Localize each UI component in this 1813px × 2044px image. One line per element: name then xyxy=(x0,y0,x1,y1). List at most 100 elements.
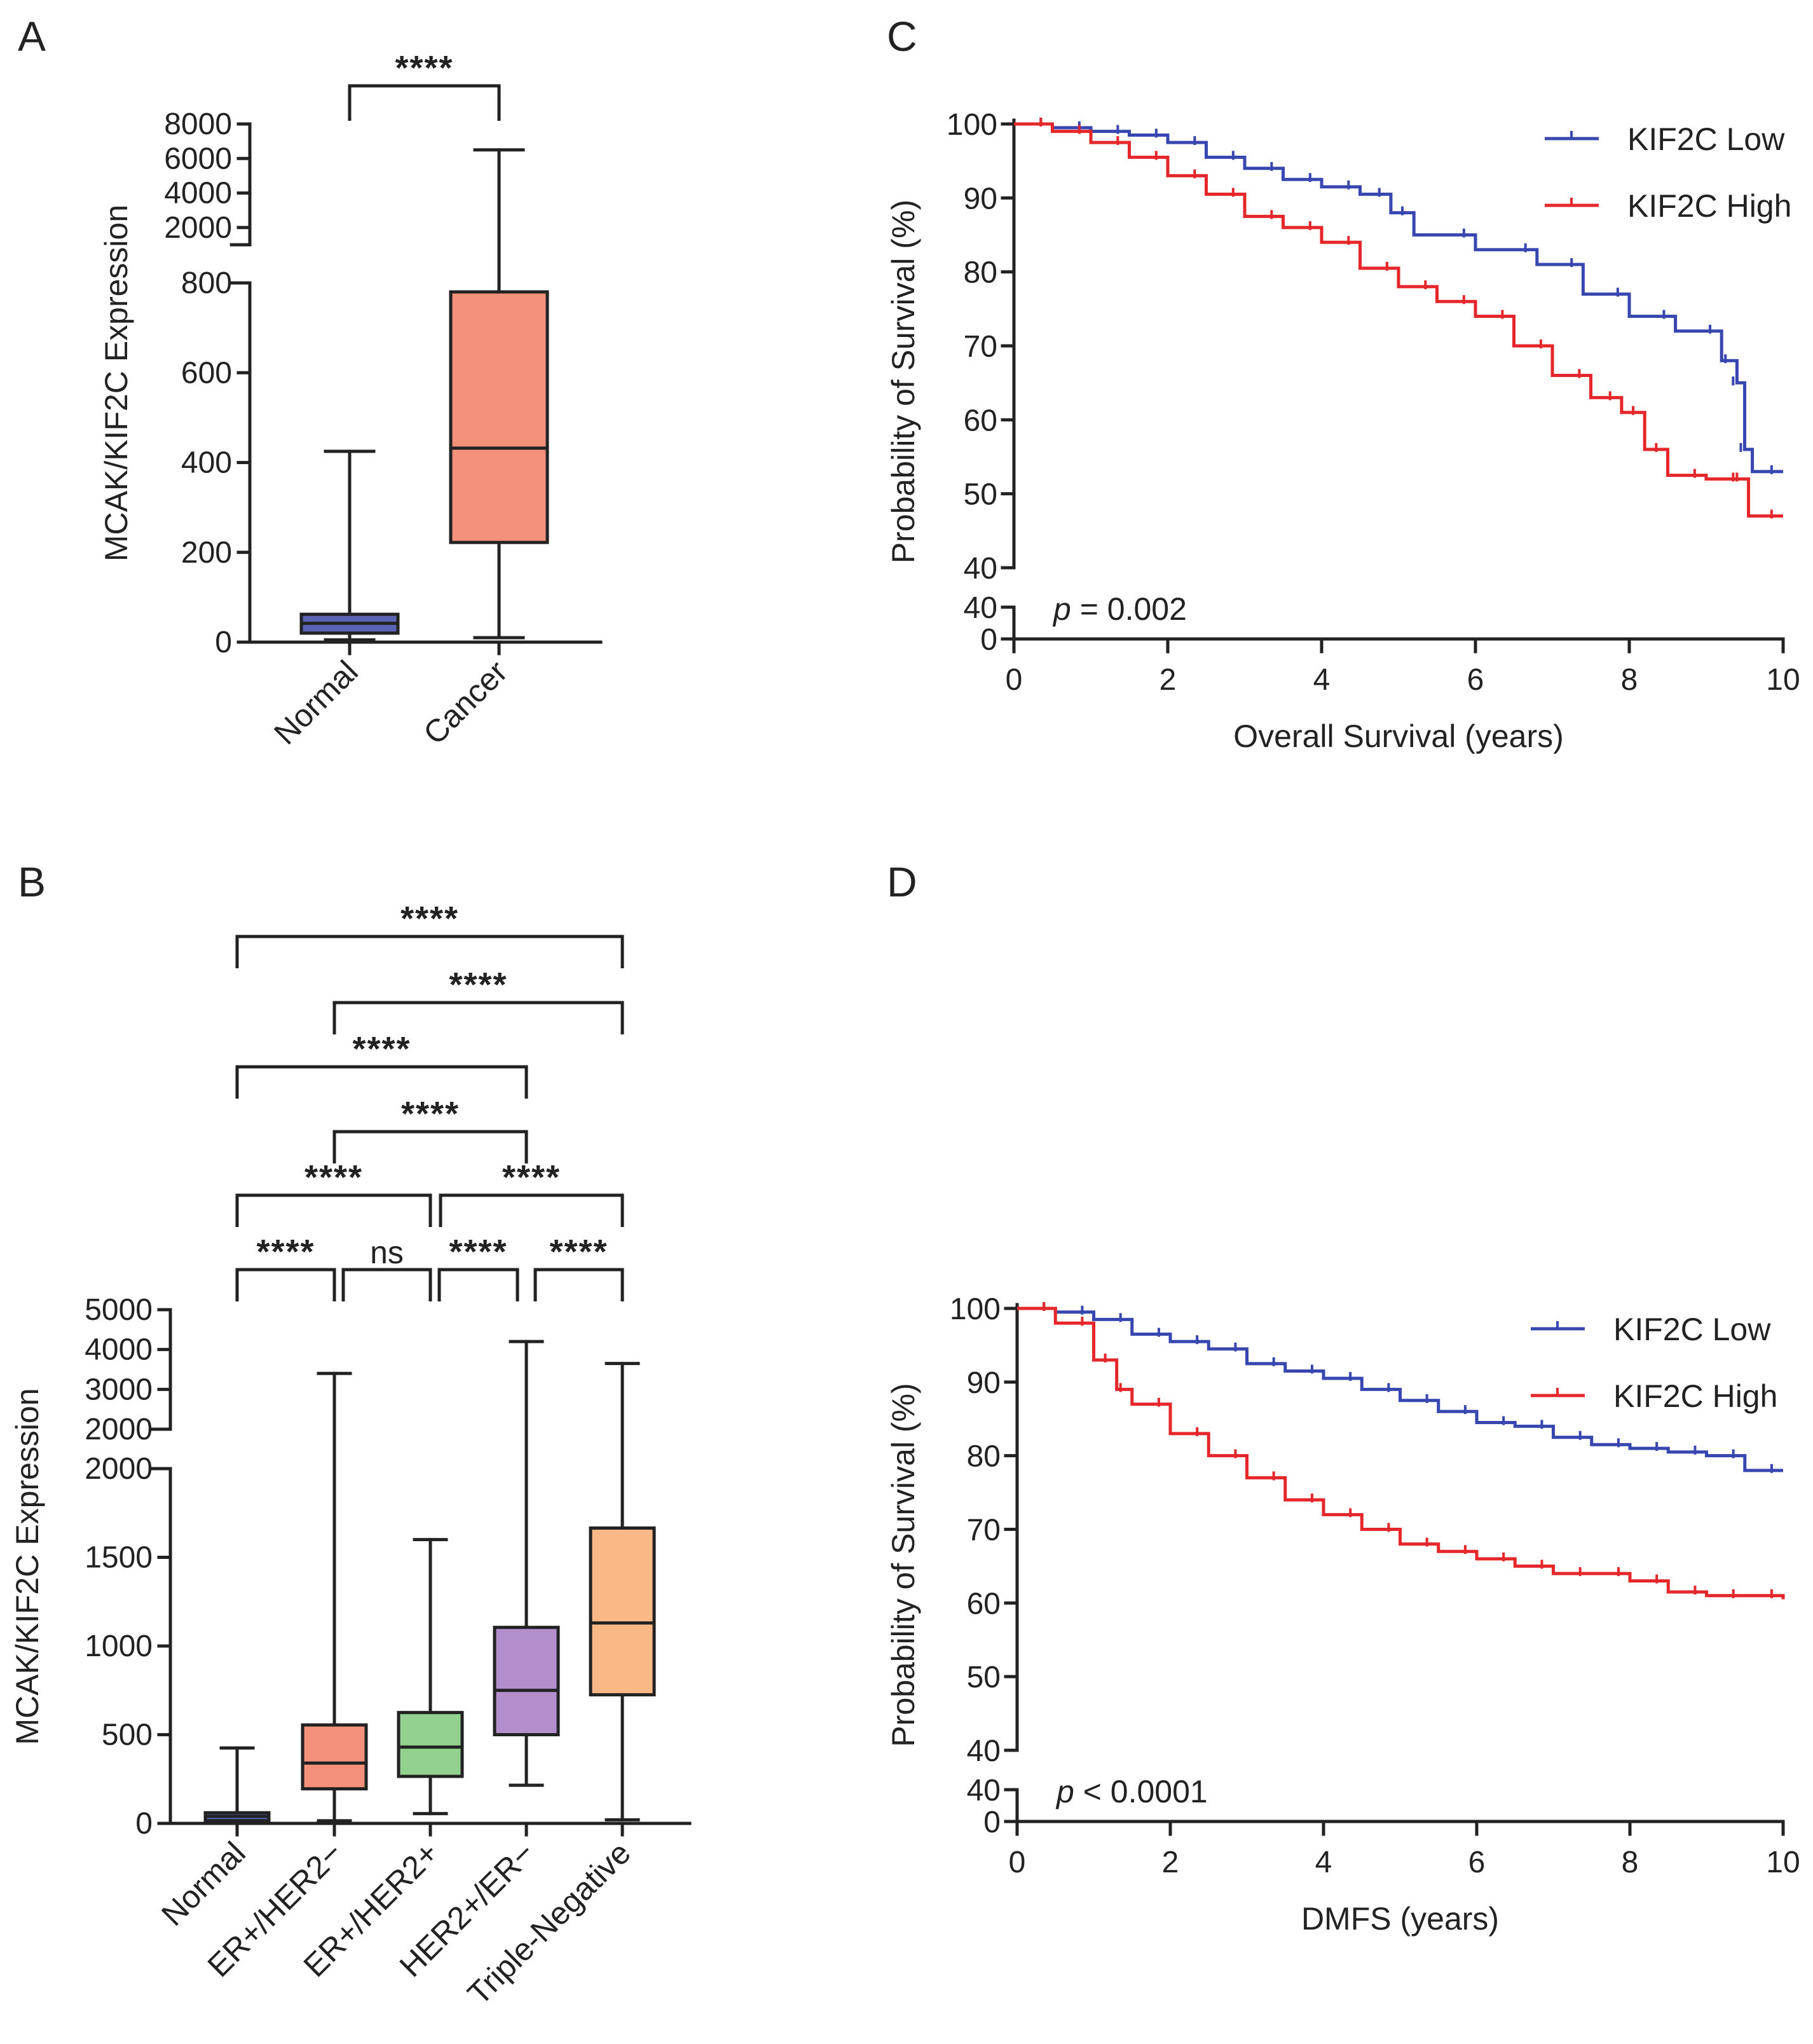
x-tick-label: Normal xyxy=(267,654,365,751)
significance-bracket xyxy=(341,1268,432,1301)
significance-label: **** xyxy=(502,1158,561,1197)
significance-label: **** xyxy=(401,1095,460,1133)
y-tick-label: 40 xyxy=(964,591,997,625)
y-tick-label: 0 xyxy=(983,1806,1001,1839)
significance-bracket xyxy=(332,1130,528,1163)
y-tick-label: 100 xyxy=(950,1293,1001,1326)
y-tick-label: 800 xyxy=(181,266,232,300)
x-tick-label: 4 xyxy=(1315,1846,1332,1879)
panel-label-a: A xyxy=(18,13,46,60)
x-tick-label: 2 xyxy=(1160,663,1177,697)
box-iqr xyxy=(397,1711,464,1778)
y-tick-label: 90 xyxy=(967,1366,1001,1400)
legend-label: KIF2C Low xyxy=(1613,1312,1771,1347)
legend-label: KIF2C High xyxy=(1627,188,1791,224)
p-value-text: = 0.002 xyxy=(1080,591,1187,627)
p-value: p < 0.0001 xyxy=(1055,1774,1208,1809)
significance-label: **** xyxy=(304,1158,363,1197)
y-tick-label: 0 xyxy=(980,623,997,657)
y-tick-label: 90 xyxy=(964,182,997,216)
legend-label: KIF2C Low xyxy=(1627,121,1785,157)
significance-bracket xyxy=(348,84,501,121)
panel-label-c: C xyxy=(887,13,917,60)
y-tick-label: 60 xyxy=(967,1587,1001,1621)
x-tick-label: 4 xyxy=(1313,663,1331,697)
significance-label: **** xyxy=(449,1233,507,1271)
y-tick-label: 500 xyxy=(102,1718,153,1752)
significance-label: **** xyxy=(395,49,453,87)
y-tick-label: 50 xyxy=(967,1661,1001,1694)
y-tick-label: 0 xyxy=(135,1807,153,1841)
x-tick-label: 6 xyxy=(1468,1846,1486,1879)
y-tick-label: 2000 xyxy=(85,1413,153,1446)
legend-label: KIF2C High xyxy=(1613,1378,1777,1414)
y-tick-label: 8000 xyxy=(164,107,232,141)
x-axis-label: Overall Survival (years) xyxy=(1233,718,1564,754)
y-axis-label: Probability of Survival (%) xyxy=(886,1383,921,1746)
y-tick-label: 70 xyxy=(964,330,997,364)
significance-bracket xyxy=(437,1268,519,1301)
x-tick-label: 8 xyxy=(1622,1846,1639,1879)
x-tick-label: 0 xyxy=(1006,663,1023,697)
x-tick-label: Cancer xyxy=(416,654,514,751)
x-tick-label: Normal xyxy=(154,1835,252,1933)
significance-label: **** xyxy=(400,900,459,938)
significance-label: **** xyxy=(256,1233,315,1271)
y-tick-label: 40 xyxy=(964,552,997,586)
p-value-text: < 0.0001 xyxy=(1083,1774,1208,1809)
x-tick-label: 2 xyxy=(1162,1846,1179,1879)
significance-bracket xyxy=(235,1193,432,1227)
km-curve-kif2c-low xyxy=(1017,1307,1783,1472)
x-tick-label: 8 xyxy=(1621,663,1638,697)
p-value: p = 0.002 xyxy=(1052,591,1187,627)
y-tick-label: 400 xyxy=(181,446,232,480)
significance-bracket xyxy=(235,935,624,968)
y-axis-label: Probability of Survival (%) xyxy=(886,200,921,563)
y-tick-label: 1000 xyxy=(85,1629,153,1663)
y-tick-label: 70 xyxy=(967,1514,1001,1547)
p-value-symbol: p xyxy=(1055,1774,1083,1809)
y-tick-label: 4000 xyxy=(164,177,232,210)
y-tick-label: 6000 xyxy=(164,142,232,175)
significance-label: **** xyxy=(352,1030,411,1068)
x-tick-label: 0 xyxy=(1009,1846,1026,1879)
y-tick-label: 40 xyxy=(967,1774,1001,1807)
y-tick-label: 80 xyxy=(967,1440,1001,1474)
y-tick-label: 0 xyxy=(215,626,232,659)
x-tick-label: 10 xyxy=(1766,663,1800,697)
y-tick-label: 3000 xyxy=(85,1373,153,1406)
box-iqr xyxy=(449,290,549,544)
significance-bracket xyxy=(533,1268,624,1301)
y-tick-label: 4000 xyxy=(85,1333,153,1367)
box-iqr xyxy=(301,1723,368,1791)
significance-bracket xyxy=(235,1065,528,1099)
y-tick-label: 80 xyxy=(964,256,997,290)
y-tick-label: 2000 xyxy=(164,211,232,245)
y-tick-label: 100 xyxy=(947,108,997,142)
box-iqr xyxy=(493,1626,560,1737)
y-tick-label: 1500 xyxy=(85,1541,153,1575)
y-axis-label: MCAK/KIF2C Expression xyxy=(10,1388,45,1745)
significance-bracket xyxy=(439,1193,624,1227)
x-tick-label: 10 xyxy=(1766,1846,1800,1879)
y-tick-label: 200 xyxy=(181,536,232,570)
y-tick-label: 600 xyxy=(181,356,232,390)
km-curve-kif2c-high xyxy=(1017,1307,1785,1600)
y-axis-label: MCAK/KIF2C Expression xyxy=(99,205,134,561)
significance-bracket xyxy=(235,1268,336,1301)
significance-label: **** xyxy=(449,966,507,1004)
y-tick-label: 5000 xyxy=(85,1293,153,1327)
panel-label-d: D xyxy=(887,858,917,905)
y-tick-label: 2000 xyxy=(85,1452,153,1486)
km-curve-kif2c-low xyxy=(1014,122,1783,474)
x-tick-label: Triple-Negative xyxy=(461,1835,638,2012)
box-iqr xyxy=(589,1526,656,1697)
km-curve-kif2c-high xyxy=(1014,122,1783,518)
y-tick-label: 40 xyxy=(967,1734,1001,1768)
significance-label: **** xyxy=(549,1233,608,1271)
p-value-symbol: p xyxy=(1052,591,1080,627)
y-tick-label: 50 xyxy=(964,478,997,512)
panel-label-b: B xyxy=(18,858,46,905)
significance-bracket xyxy=(332,1001,624,1034)
